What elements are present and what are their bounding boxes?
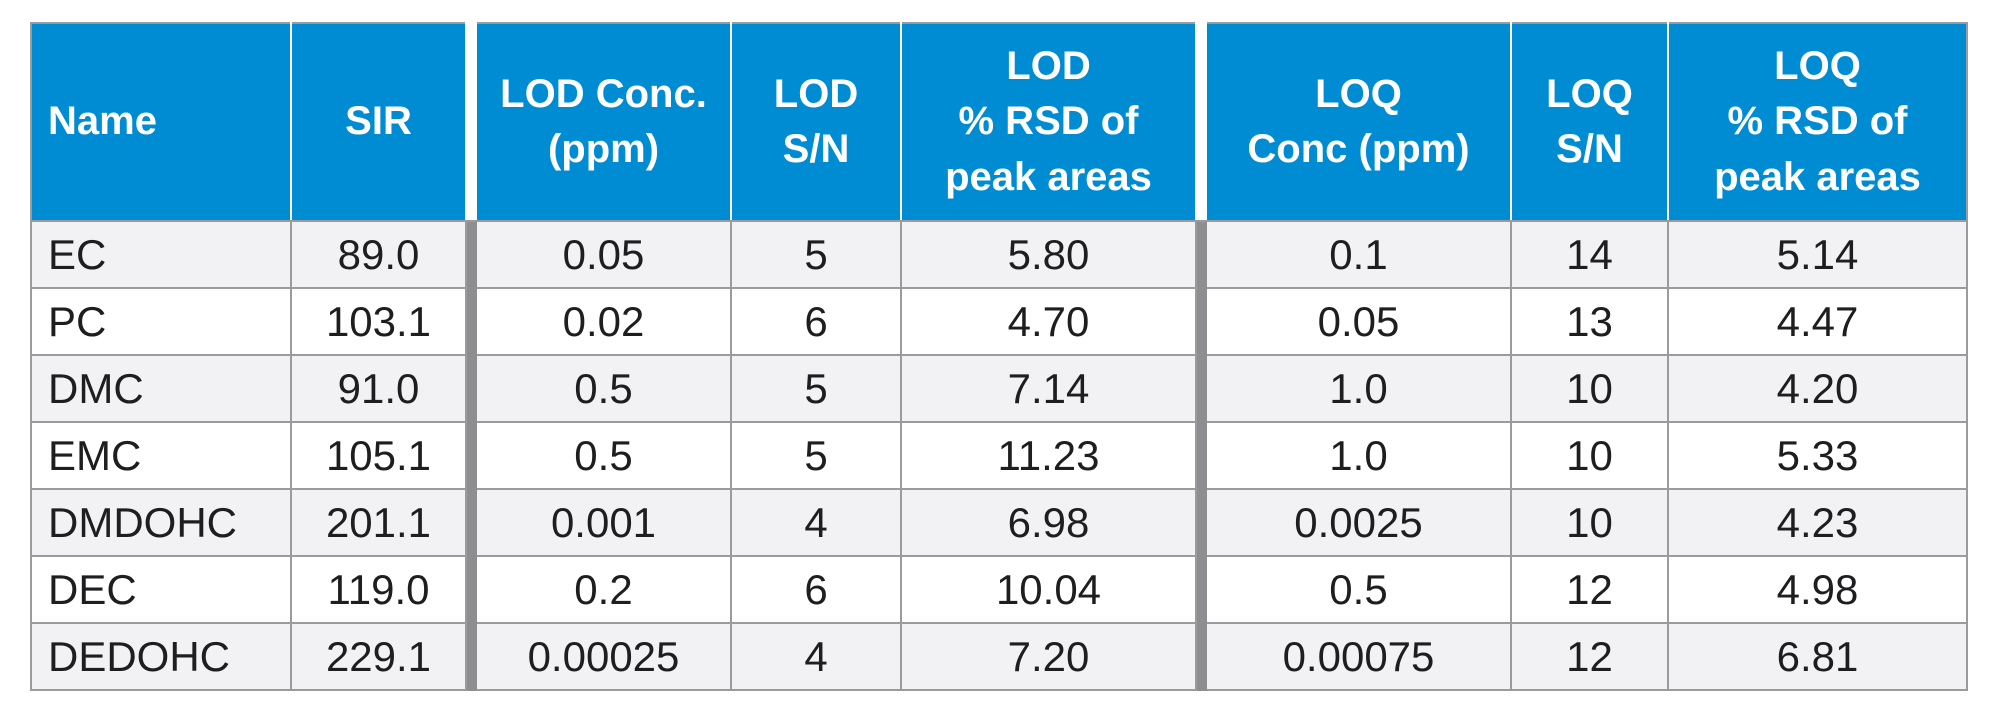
header-row: Name SIR LOD Conc. (ppm) LOD S/N LOD % R…: [30, 22, 1968, 222]
cell-lod-sn: 5: [730, 354, 902, 423]
cell-loq-sn: 12: [1510, 555, 1669, 624]
cell-loq-rsd: 4.23: [1667, 488, 1968, 557]
group-separator: [1195, 622, 1207, 691]
cell-lod-rsd: 11.23: [900, 421, 1197, 490]
cell-loq-sn: 13: [1510, 287, 1669, 356]
table-row: DMC 91.0 0.5 5 7.14 1.0 10 4.20: [30, 354, 1968, 423]
cell-loq-rsd: 4.98: [1667, 555, 1968, 624]
cell-lod-conc: 0.05: [475, 220, 732, 289]
cell-lod-rsd: 6.98: [900, 488, 1197, 557]
cell-loq-rsd: 4.20: [1667, 354, 1968, 423]
cell-loq-rsd: 6.81: [1667, 622, 1968, 691]
cell-lod-conc: 0.5: [475, 354, 732, 423]
cell-loq-sn: 14: [1510, 220, 1669, 289]
cell-lod-sn: 5: [730, 220, 902, 289]
cell-name: DEC: [30, 555, 292, 624]
cell-loq-conc: 1.0: [1205, 354, 1512, 423]
cell-loq-conc: 1.0: [1205, 421, 1512, 490]
group-separator: [465, 287, 477, 356]
cell-loq-conc: 0.1: [1205, 220, 1512, 289]
table-row: DEC 119.0 0.2 6 10.04 0.5 12 4.98: [30, 555, 1968, 624]
cell-loq-conc: 0.05: [1205, 287, 1512, 356]
cell-loq-conc: 0.5: [1205, 555, 1512, 624]
cell-name: PC: [30, 287, 292, 356]
cell-lod-conc: 0.001: [475, 488, 732, 557]
cell-loq-conc: 0.0025: [1205, 488, 1512, 557]
table-row: DEDOHC 229.1 0.00025 4 7.20 0.00075 12 6…: [30, 622, 1968, 691]
column-header-lod-rsd: LOD % RSD of peak areas: [900, 22, 1197, 222]
cell-lod-sn: 4: [730, 488, 902, 557]
group-separator: [465, 22, 477, 222]
group-separator: [1195, 488, 1207, 557]
group-separator: [1195, 421, 1207, 490]
cell-name: DMDOHC: [30, 488, 292, 557]
column-header-sir: SIR: [290, 22, 467, 222]
column-header-lod-conc: LOD Conc. (ppm): [475, 22, 732, 222]
cell-sir: 105.1: [290, 421, 467, 490]
cell-lod-rsd: 7.14: [900, 354, 1197, 423]
cell-sir: 89.0: [290, 220, 467, 289]
cell-lod-rsd: 7.20: [900, 622, 1197, 691]
column-header-loq-conc: LOQ Conc (ppm): [1205, 22, 1512, 222]
group-separator: [465, 488, 477, 557]
cell-sir: 91.0: [290, 354, 467, 423]
cell-loq-rsd: 5.14: [1667, 220, 1968, 289]
cell-lod-conc: 0.00025: [475, 622, 732, 691]
group-separator: [465, 555, 477, 624]
cell-sir: 229.1: [290, 622, 467, 691]
cell-sir: 201.1: [290, 488, 467, 557]
cell-sir: 103.1: [290, 287, 467, 356]
table-row: EC 89.0 0.05 5 5.80 0.1 14 5.14: [30, 220, 1968, 289]
cell-lod-sn: 6: [730, 555, 902, 624]
cell-sir: 119.0: [290, 555, 467, 624]
group-separator: [1195, 555, 1207, 624]
cell-lod-rsd: 5.80: [900, 220, 1197, 289]
group-separator: [465, 421, 477, 490]
column-header-loq-rsd: LOQ % RSD of peak areas: [1667, 22, 1968, 222]
cell-loq-sn: 10: [1510, 421, 1669, 490]
table-row: EMC 105.1 0.5 5 11.23 1.0 10 5.33: [30, 421, 1968, 490]
cell-loq-rsd: 5.33: [1667, 421, 1968, 490]
cell-name: DMC: [30, 354, 292, 423]
column-header-name: Name: [30, 22, 292, 222]
table-row: DMDOHC 201.1 0.001 4 6.98 0.0025 10 4.23: [30, 488, 1968, 557]
cell-lod-sn: 4: [730, 622, 902, 691]
cell-loq-sn: 10: [1510, 488, 1669, 557]
cell-loq-conc: 0.00075: [1205, 622, 1512, 691]
group-separator: [1195, 220, 1207, 289]
group-separator: [1195, 354, 1207, 423]
group-separator: [465, 354, 477, 423]
cell-lod-rsd: 4.70: [900, 287, 1197, 356]
cell-lod-sn: 6: [730, 287, 902, 356]
group-separator: [465, 622, 477, 691]
column-header-lod-sn: LOD S/N: [730, 22, 902, 222]
cell-lod-conc: 0.02: [475, 287, 732, 356]
cell-loq-rsd: 4.47: [1667, 287, 1968, 356]
cell-name: EC: [30, 220, 292, 289]
cell-loq-sn: 10: [1510, 354, 1669, 423]
cell-name: EMC: [30, 421, 292, 490]
cell-lod-conc: 0.5: [475, 421, 732, 490]
group-separator: [465, 220, 477, 289]
cell-lod-sn: 5: [730, 421, 902, 490]
cell-loq-sn: 12: [1510, 622, 1669, 691]
group-separator: [1195, 22, 1207, 222]
cell-lod-rsd: 10.04: [900, 555, 1197, 624]
group-separator: [1195, 287, 1207, 356]
cell-name: DEDOHC: [30, 622, 292, 691]
column-header-loq-sn: LOQ S/N: [1510, 22, 1669, 222]
table-row: PC 103.1 0.02 6 4.70 0.05 13 4.47: [30, 287, 1968, 356]
cell-lod-conc: 0.2: [475, 555, 732, 624]
lod-loq-table: Name SIR LOD Conc. (ppm) LOD S/N LOD % R…: [30, 22, 1968, 691]
